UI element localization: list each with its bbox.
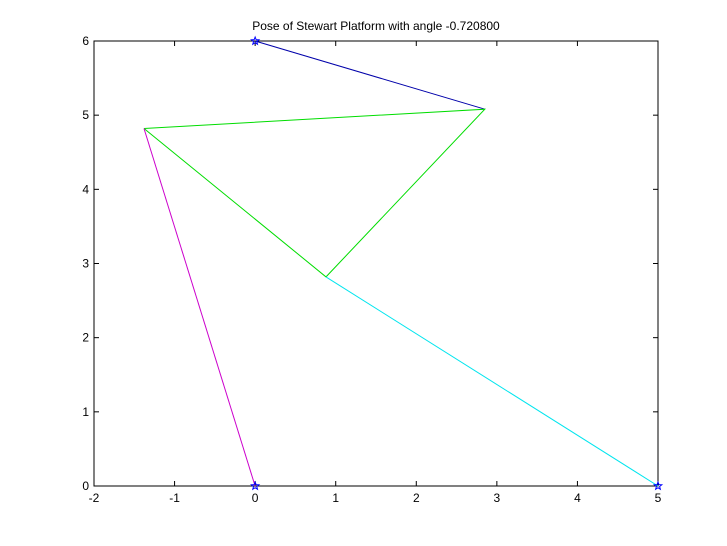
data-point-marker: [250, 35, 261, 46]
x-tick-label: 1: [332, 491, 339, 505]
x-tick-label: 4: [574, 491, 581, 505]
y-tick-label: 6: [82, 34, 89, 48]
x-tick-label: 2: [413, 491, 420, 505]
series-line-2: [143, 108, 487, 278]
x-tick-label: -1: [169, 491, 180, 505]
marker-layer: [250, 35, 664, 491]
y-tick-label: 2: [82, 331, 89, 345]
plot-area: [93, 40, 659, 487]
series-line-4: [325, 276, 659, 487]
series-line-3: [143, 128, 256, 487]
axis-tick-labels: -2 -1 0 1 2 3 4 5 0 1 2 3 4 5 6: [82, 34, 661, 505]
series-layer: [143, 40, 659, 487]
y-tick-label: 4: [82, 182, 89, 196]
data-point-marker: [250, 480, 261, 491]
chart-title: Pose of Stewart Platform with angle -0.7…: [252, 19, 500, 33]
y-tick-label: 5: [82, 108, 89, 122]
x-tick-label: 5: [655, 491, 662, 505]
y-tick-label: 3: [82, 257, 89, 271]
x-tick-label: 3: [494, 491, 501, 505]
y-tick-label: 0: [82, 479, 89, 493]
x-tick-label: -2: [89, 491, 100, 505]
x-tick-label: 0: [252, 491, 259, 505]
series-line-1: [254, 40, 485, 110]
data-point-marker: [652, 480, 664, 491]
y-tick-label: 1: [82, 405, 89, 419]
